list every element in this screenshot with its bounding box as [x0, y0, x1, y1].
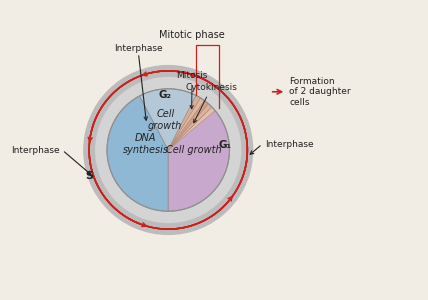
Text: G₂: G₂ [159, 90, 172, 100]
Ellipse shape [107, 89, 229, 211]
Text: G₁: G₁ [218, 140, 231, 150]
Polygon shape [168, 98, 205, 150]
Text: DNA
synthesis: DNA synthesis [123, 133, 169, 155]
Text: Cell growth: Cell growth [166, 145, 221, 155]
Polygon shape [107, 96, 168, 211]
Ellipse shape [95, 77, 241, 223]
Text: Mitosis: Mitosis [176, 71, 208, 109]
Text: Interphase: Interphase [265, 140, 314, 148]
Polygon shape [168, 107, 215, 150]
Ellipse shape [83, 65, 253, 235]
Text: Cell
growth: Cell growth [148, 109, 182, 131]
Text: S: S [86, 171, 93, 181]
Text: Interphase: Interphase [11, 146, 59, 154]
Polygon shape [168, 95, 200, 150]
Text: Formation
of 2 daughter
cells: Formation of 2 daughter cells [289, 77, 351, 107]
Polygon shape [140, 89, 196, 150]
Polygon shape [168, 100, 208, 150]
Text: Mitotic phase: Mitotic phase [159, 29, 225, 40]
Text: Interphase: Interphase [114, 44, 163, 53]
Text: Cytokinesis: Cytokinesis [186, 83, 238, 123]
Polygon shape [168, 104, 212, 150]
Polygon shape [168, 95, 229, 211]
